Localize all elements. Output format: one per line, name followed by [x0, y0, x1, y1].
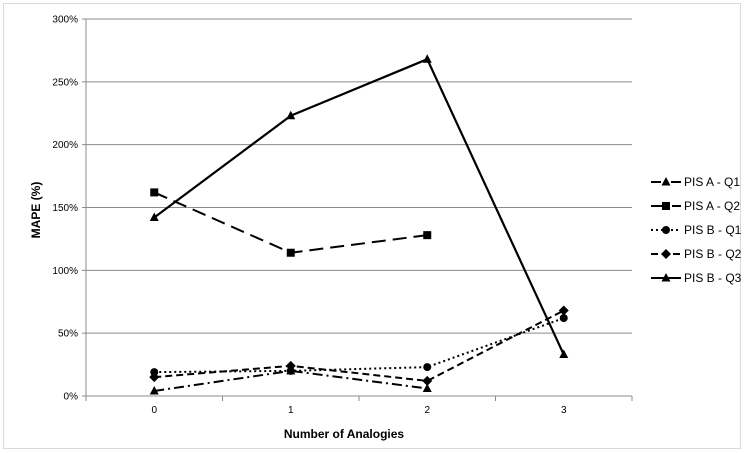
- x-tick-label: 1: [288, 405, 294, 416]
- series-line: [154, 317, 565, 374]
- legend-item: PIS B - Q2: [651, 247, 742, 261]
- y-tick-label: 100%: [52, 266, 78, 277]
- series-pis-b-q2: [149, 305, 569, 386]
- series-line: [153, 191, 428, 254]
- legend-swatch-marker: [661, 249, 671, 259]
- series-line: [154, 309, 565, 382]
- data-point: [286, 110, 296, 120]
- series-layer: [149, 54, 569, 395]
- y-tick-label: 300%: [52, 15, 78, 26]
- legend-swatch-marker: [661, 177, 671, 186]
- legend-label: PIS A - Q2: [684, 199, 740, 213]
- x-tick-label: 3: [561, 405, 567, 416]
- chart-frame: [3, 3, 741, 449]
- data-point: [423, 231, 432, 240]
- tick-labels: 0% 50% 100% 150% 200% 250% 300% 0 1 2 3: [52, 15, 567, 417]
- series-line: [153, 57, 565, 355]
- y-tick-label: 0%: [64, 392, 79, 403]
- data-point: [423, 363, 432, 372]
- data-point: [150, 368, 159, 377]
- series-pis-b-q1: [150, 314, 568, 377]
- data-point: [422, 54, 432, 63]
- legend-swatch-marker: [661, 273, 671, 282]
- series-pis-b-q3: [149, 54, 569, 359]
- data-point: [149, 372, 160, 383]
- x-tick-label: 0: [151, 405, 157, 416]
- y-tick-label: 150%: [52, 203, 78, 214]
- series-line: [154, 369, 428, 392]
- legend-item: PIS A - Q1: [651, 175, 740, 189]
- data-point: [559, 314, 568, 323]
- data-point: [422, 375, 433, 386]
- data-point: [150, 188, 159, 197]
- data-point: [149, 385, 159, 395]
- legend-item: PIS B - Q1: [651, 223, 742, 237]
- data-point: [422, 383, 432, 392]
- legend-swatch-marker: [662, 202, 670, 210]
- data-point: [285, 360, 296, 371]
- data-point: [559, 349, 569, 359]
- data-point: [558, 305, 569, 316]
- data-point: [286, 366, 295, 375]
- legend-label: PIS B - Q2: [684, 247, 742, 261]
- axes: [82, 18, 633, 401]
- legend-item: PIS A - Q2: [651, 199, 740, 213]
- gridlines: [86, 18, 632, 334]
- x-axis-title: Number of Analogies: [284, 427, 405, 441]
- data-point: [149, 212, 159, 222]
- x-tick-label: 2: [424, 405, 430, 416]
- legend-swatch-marker: [662, 226, 670, 234]
- y-tick-label: 200%: [52, 140, 78, 151]
- legend: PIS A - Q1 PIS A - Q2 PIS B - Q1 PIS B - Q2…: [651, 175, 742, 285]
- legend-label: PIS B - Q3: [684, 271, 742, 285]
- data-point: [286, 248, 295, 257]
- legend-label: PIS B - Q1: [684, 223, 742, 237]
- legend-item: PIS B - Q3: [651, 271, 742, 285]
- legend-label: PIS A - Q1: [684, 175, 740, 189]
- y-tick-label: 250%: [52, 77, 78, 88]
- y-tick-label: 50%: [58, 329, 78, 340]
- y-axis-title: MAPE (%): [29, 182, 43, 239]
- series-pis-a-q2: [150, 188, 432, 257]
